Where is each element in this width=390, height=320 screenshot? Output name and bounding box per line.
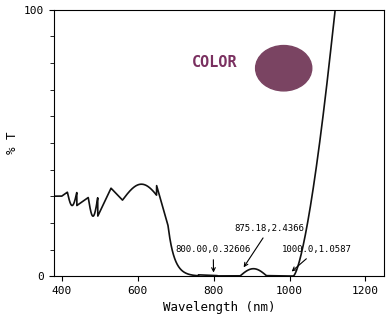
Text: COLOR: COLOR xyxy=(191,55,237,70)
X-axis label: Wavelength (nm): Wavelength (nm) xyxy=(163,301,275,315)
Text: 875.18,2.4366: 875.18,2.4366 xyxy=(234,224,304,266)
Circle shape xyxy=(255,45,312,91)
Text: 1000.0,1.0587: 1000.0,1.0587 xyxy=(282,245,352,271)
Text: 800.00,0.32606: 800.00,0.32606 xyxy=(176,245,251,271)
Y-axis label: % T: % T xyxy=(5,132,19,154)
